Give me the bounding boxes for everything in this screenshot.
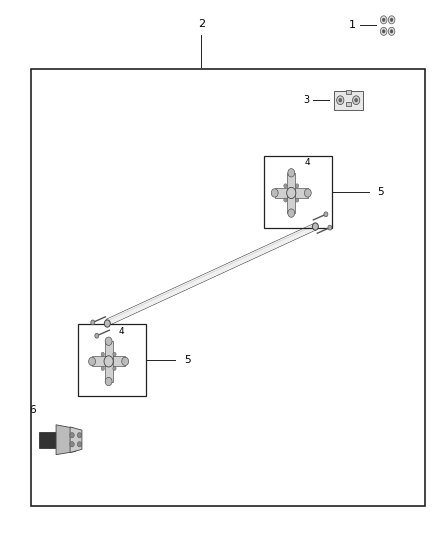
Text: 4: 4 [304, 158, 310, 167]
Text: 5: 5 [378, 187, 384, 197]
Circle shape [101, 367, 104, 370]
Circle shape [353, 96, 360, 104]
Text: 2: 2 [198, 19, 205, 29]
Circle shape [113, 367, 116, 370]
Circle shape [337, 96, 344, 104]
Circle shape [390, 30, 393, 33]
Polygon shape [70, 427, 82, 453]
Circle shape [388, 16, 395, 24]
Circle shape [70, 433, 74, 438]
Polygon shape [106, 223, 316, 326]
Circle shape [91, 320, 95, 325]
Polygon shape [105, 361, 113, 382]
Polygon shape [291, 188, 308, 198]
Text: 3: 3 [303, 95, 309, 105]
Circle shape [312, 223, 318, 230]
Bar [39, 432, 56, 448]
Circle shape [324, 212, 328, 217]
Circle shape [288, 168, 295, 177]
Circle shape [88, 357, 95, 366]
Circle shape [304, 189, 311, 197]
Circle shape [328, 225, 332, 230]
Circle shape [380, 27, 387, 35]
Circle shape [70, 441, 74, 447]
Circle shape [271, 189, 278, 197]
Circle shape [77, 441, 81, 447]
Bar [31, 69, 425, 506]
Circle shape [296, 184, 299, 188]
Text: 1: 1 [349, 20, 356, 30]
Bar [334, 91, 363, 110]
Text: 6: 6 [29, 406, 36, 415]
Bar [264, 156, 332, 228]
Text: 4: 4 [118, 327, 124, 336]
Bar [346, 102, 351, 107]
Circle shape [390, 18, 393, 21]
Circle shape [382, 18, 385, 21]
Circle shape [95, 333, 99, 338]
Circle shape [105, 337, 112, 345]
Polygon shape [56, 425, 77, 455]
Polygon shape [275, 188, 291, 198]
Polygon shape [92, 357, 109, 366]
Text: 5: 5 [184, 355, 191, 365]
Bar [78, 324, 145, 395]
Circle shape [339, 99, 342, 102]
Circle shape [113, 352, 116, 356]
Circle shape [287, 187, 296, 198]
Circle shape [382, 30, 385, 33]
Polygon shape [287, 173, 295, 193]
Circle shape [101, 352, 104, 356]
Polygon shape [287, 193, 295, 213]
Circle shape [284, 184, 287, 188]
Polygon shape [109, 357, 125, 366]
Circle shape [77, 433, 81, 438]
Circle shape [380, 16, 387, 24]
Circle shape [104, 320, 110, 327]
Circle shape [296, 198, 299, 202]
Polygon shape [105, 341, 113, 361]
Circle shape [388, 27, 395, 35]
Circle shape [355, 99, 357, 102]
Circle shape [122, 357, 129, 366]
Bar [346, 90, 351, 94]
Circle shape [104, 356, 113, 367]
Circle shape [284, 198, 287, 202]
Circle shape [288, 209, 295, 217]
Circle shape [105, 377, 112, 386]
